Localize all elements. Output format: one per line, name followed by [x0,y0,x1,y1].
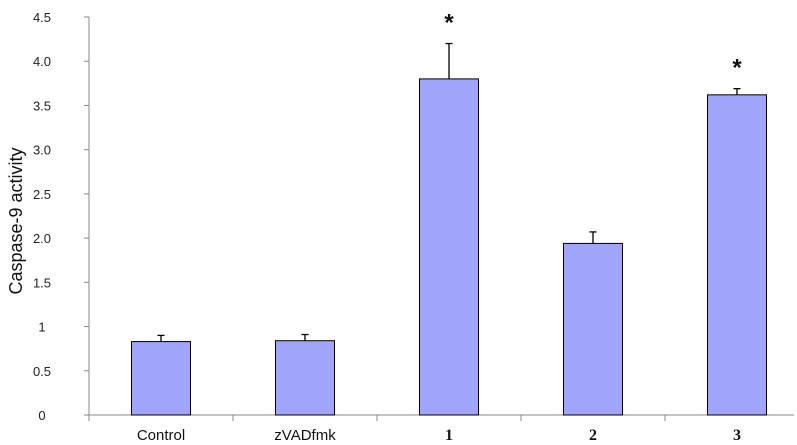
bar-1 [419,78,479,416]
significance-marker: * [732,55,742,82]
bar-zvadfmk [275,340,335,416]
y-tick-label: 2.0 [33,231,51,246]
y-tick-label: 2.5 [33,187,51,202]
x-tick-label: 2 [589,427,597,444]
bars: ** [131,10,767,416]
y-axis-title: Caspase-9 activity [6,147,26,294]
y-tick-label: 1.5 [33,275,51,290]
y-tick-label: 3.0 [33,143,51,158]
y-tick-labels: 0 0.5 1 1.5 2.0 2.5 3.0 3.5 4.0 4.5 [33,10,51,423]
y-tick-label: 0.5 [33,364,51,379]
x-tick-label: Control [137,427,185,444]
x-tick-label: 1 [445,427,453,444]
x-tick-labels: Control zVADfmk 1 2 3 [137,427,741,444]
bar-control [131,341,191,416]
axes [84,16,794,421]
y-tick-label: 0 [38,408,45,423]
bar-3 [707,94,767,416]
y-tick-label: 4.0 [33,54,51,69]
y-tick-label: 4.5 [33,10,51,25]
x-tick-label: 3 [733,427,741,444]
significance-marker: * [444,10,454,37]
y-tick-label: 3.5 [33,98,51,113]
bar-2 [563,242,623,416]
y-tick-label: 1 [38,320,45,335]
x-tick-label: zVADfmk [274,427,336,444]
